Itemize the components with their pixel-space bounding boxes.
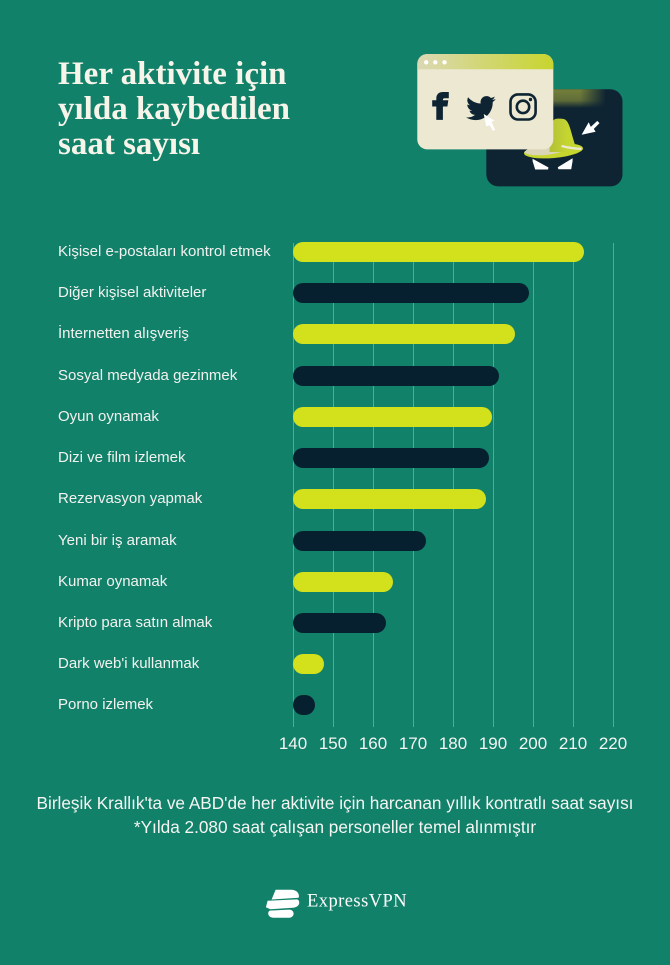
svg-text:ExpressVPN: ExpressVPN (307, 891, 407, 911)
